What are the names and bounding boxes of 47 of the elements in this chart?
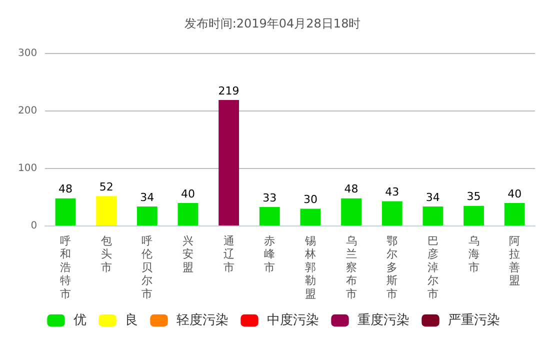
legend-label: 良 xyxy=(125,312,138,328)
bar xyxy=(300,208,321,226)
data-label: 43 xyxy=(385,186,400,199)
data-label: 34 xyxy=(426,190,440,204)
x-tick-label: 赤峰市 xyxy=(264,234,276,274)
x-tick-label: 阿拉善盟 xyxy=(509,234,520,288)
x-tick-label: 通辽市 xyxy=(223,234,234,274)
data-label: 48 xyxy=(344,182,358,196)
chart-title: 发布时间:2019年04月28日18时 xyxy=(184,16,361,30)
legend-label: 中度污染 xyxy=(267,312,319,328)
data-label: 34 xyxy=(140,190,154,204)
data-label: 35 xyxy=(466,190,481,204)
bar xyxy=(96,196,117,226)
y-tick-label: 300 xyxy=(18,48,38,59)
x-tick-label: 乌海市 xyxy=(468,234,480,274)
data-label: 33 xyxy=(262,191,277,204)
bar xyxy=(504,202,525,226)
legend-label: 严重污染 xyxy=(448,312,500,328)
legend-label: 轻度污染 xyxy=(176,312,228,328)
data-label: 219 xyxy=(218,84,240,98)
x-tick-label: 鄂尔多斯市 xyxy=(386,234,398,300)
bar xyxy=(218,100,240,226)
x-tick-label: 包头市 xyxy=(100,234,112,274)
bar xyxy=(382,201,402,226)
data-label: 48 xyxy=(58,182,72,196)
bar xyxy=(422,206,444,226)
data-label: 40 xyxy=(508,187,522,200)
x-tick-label: 乌兰察布市 xyxy=(346,234,357,300)
bar xyxy=(464,206,484,226)
y-tick-label: 100 xyxy=(18,163,38,174)
bar xyxy=(341,198,362,226)
bar xyxy=(259,207,280,226)
x-tick-label: 锡林郭勒盟 xyxy=(304,234,316,300)
bar xyxy=(136,206,158,226)
bar xyxy=(55,198,76,226)
x-tick-label: 兴安盟 xyxy=(182,234,194,274)
x-tick-label: 巴彦淖尔市 xyxy=(427,234,438,300)
x-tick-label: 呼和浩特市 xyxy=(60,234,71,300)
legend-label: 优 xyxy=(74,312,86,328)
data-label: 52 xyxy=(99,180,114,194)
legend-label: 重度污染 xyxy=(358,312,410,328)
bar xyxy=(178,202,198,226)
y-tick-label: 0 xyxy=(30,220,38,232)
data-label: 40 xyxy=(180,187,195,200)
y-tick-label: 200 xyxy=(18,106,38,117)
data-label: 30 xyxy=(303,193,318,206)
x-tick-label: 呼伦贝尔市 xyxy=(142,234,153,300)
